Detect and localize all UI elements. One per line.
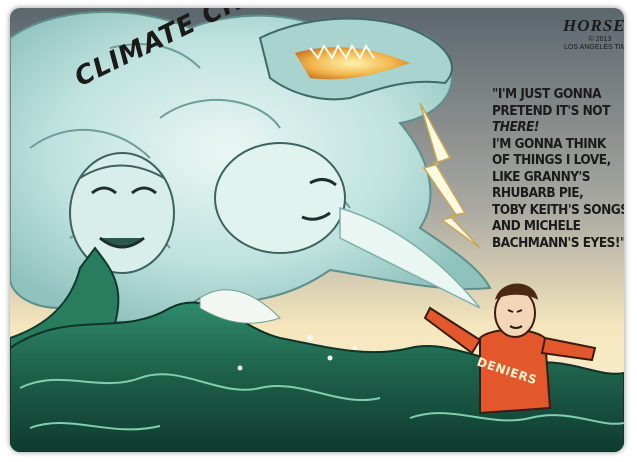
speech-bubble: "I'M JUST GONNA PRETEND IT'S NOT THERE! … <box>492 86 624 251</box>
speech-line: RHUBARB PIE, <box>492 185 584 201</box>
storm-face-icon <box>69 152 175 274</box>
storm-face-icon <box>214 142 481 309</box>
lightning-bolt-icon <box>419 102 481 249</box>
speech-line: THERE! <box>492 119 539 135</box>
speech-line: LIKE GRANNY'S <box>492 168 591 185</box>
cartoon-illustration <box>10 8 624 452</box>
signature-name: HORSEY <box>562 16 624 35</box>
man-covering-ears-icon <box>423 283 597 415</box>
publisher-text: LOS ANGELES TIMES <box>564 44 624 51</box>
speech-line: BACHMANN'S EYES!" <box>492 234 624 251</box>
speech-line: PRETEND IT'S NOT <box>492 102 610 119</box>
speech-line: OF THINGS I LOVE, <box>492 152 611 168</box>
cartoon-frame: CLIMATE CHANGE "I'M JUST GONNA PRETEND I… <box>10 8 624 452</box>
wave-icon <box>10 289 624 452</box>
speech-line: AND MICHELE <box>492 218 581 234</box>
speech-line: "I'M JUST GONNA <box>492 86 602 102</box>
artist-signature: HORSEY © 2013 LOS ANGELES TIMES <box>550 16 624 52</box>
dragon-head-icon <box>258 17 453 101</box>
speech-line: TOBY KEITH'S SONGS <box>492 201 624 218</box>
speech-line: I'M GONNA THINK <box>492 135 606 152</box>
copyright-text: © 2013 <box>588 36 612 43</box>
